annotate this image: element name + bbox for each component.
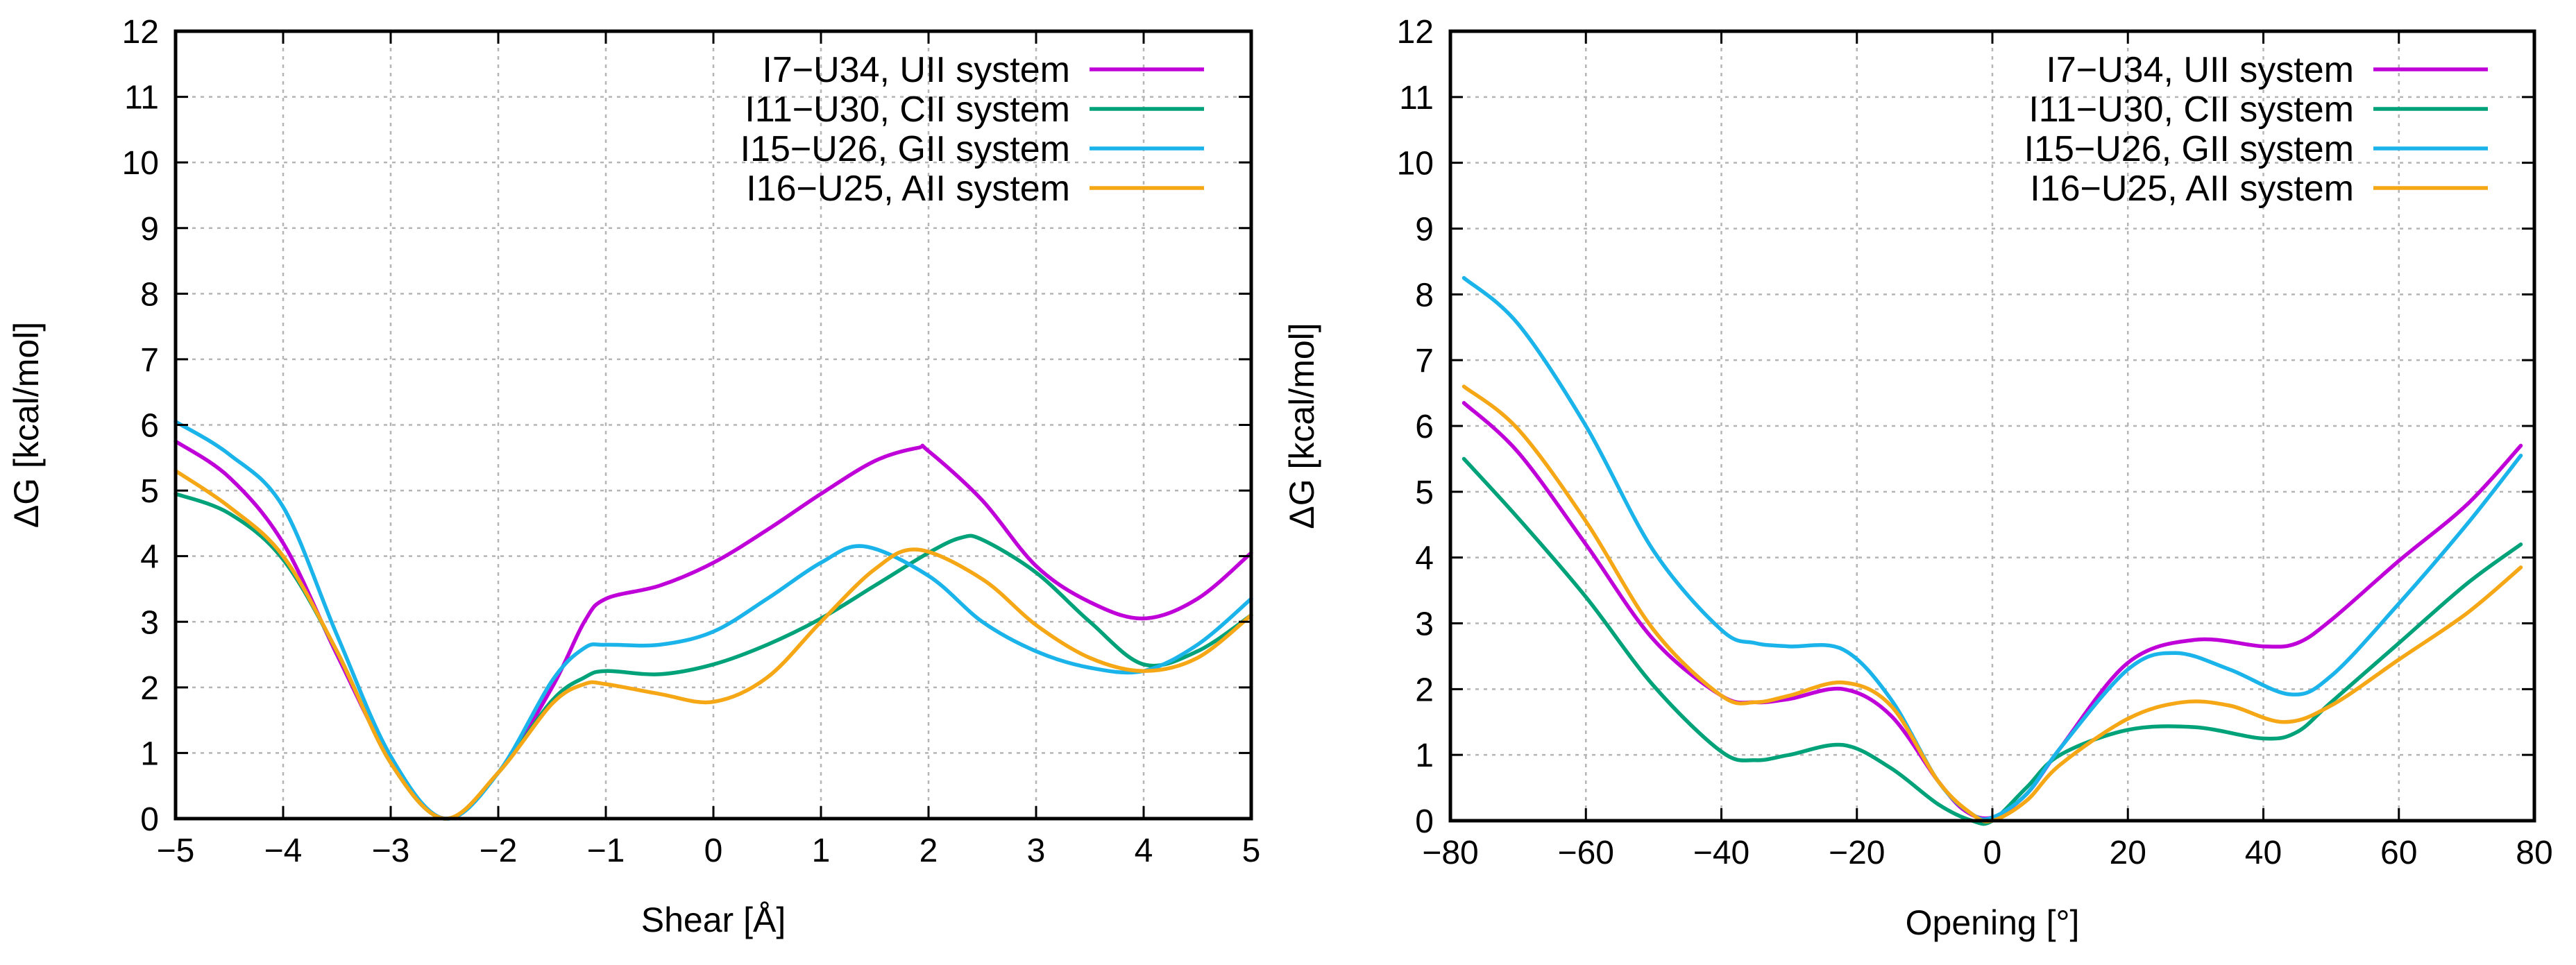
opening-y-tick-label: 12 (1397, 14, 1434, 51)
shear-x-tick-label: −2 (480, 832, 518, 869)
shear-x-tick-label: 3 (1027, 832, 1046, 869)
opening-legend-label: I11−U30, CII system (2028, 89, 2354, 130)
opening-y-tick-label: 9 (1415, 212, 1434, 248)
opening-x-tick-label: 20 (2110, 835, 2146, 871)
opening-y-tick-label: 3 (1415, 606, 1434, 643)
shear-legend-label: I7−U34, UII system (762, 50, 1070, 90)
shear-x-tick-label: −4 (264, 832, 303, 869)
opening-y-tick-label: 2 (1415, 672, 1434, 708)
shear-series-line-3 (173, 420, 1253, 821)
opening-x-tick-label: 60 (2380, 835, 2417, 871)
shear-y-tick-label: 11 (124, 80, 159, 117)
opening-legend-label: I16−U25, AII system (2030, 169, 2354, 209)
opening-x-tick-labels: −80 −60 −40 −20 0 20 40 60 80 (1422, 835, 2552, 871)
shear-legend-label: I15−U26, GII system (740, 129, 1070, 169)
shear-x-tick-label: 5 (1242, 832, 1261, 869)
shear-legend-label: I16−U25, AII system (746, 169, 1070, 209)
opening-grid (1450, 31, 2534, 821)
opening-y-tick-label: 11 (1399, 80, 1434, 117)
shear-y-tick-label: 9 (140, 211, 159, 248)
shear-y-tick-label: 8 (140, 276, 159, 313)
shear-y-tick-label: 2 (140, 670, 159, 707)
opening-y-tick-label: 7 (1415, 343, 1434, 379)
shear-y-tick-label: 3 (140, 604, 159, 641)
opening-x-tick-label: 80 (2516, 835, 2552, 871)
opening-legend-label: I7−U34, UII system (2046, 50, 2354, 90)
shear-y-tick-label: 6 (140, 408, 159, 445)
shear-x-tick-label: 2 (920, 832, 938, 869)
shear-legend-label: I11−U30, CII system (745, 89, 1070, 130)
shear-x-tick-label: 1 (812, 832, 831, 869)
shear-y-tick-label: 1 (140, 735, 159, 772)
shear-series-lines (173, 420, 1253, 821)
opening-y-tick-label: 0 (1415, 803, 1434, 840)
opening-tick-marks (1449, 30, 2536, 822)
shear-y-tick-label: 4 (140, 539, 159, 576)
opening-x-tick-label: −60 (1558, 835, 1614, 871)
shear-x-tick-label: 0 (704, 832, 723, 869)
opening-series-line-4 (1461, 384, 2523, 823)
opening-x-tick-label: −80 (1422, 835, 1478, 871)
shear-series-line-4 (173, 468, 1253, 821)
opening-x-tick-label: −20 (1829, 835, 1885, 871)
shear-x-tick-labels: −5 −4 −3 −2 −1 0 1 2 3 4 5 (157, 832, 1261, 869)
opening-y-tick-label: 1 (1415, 737, 1434, 774)
opening-y-tick-label: 5 (1415, 475, 1434, 511)
opening-series-lines (1461, 275, 2523, 826)
opening-y-tick-label: 10 (1397, 146, 1434, 182)
shear-y-tick-label: 7 (140, 342, 159, 379)
opening-x-axis-label: Opening [°] (1906, 903, 2080, 942)
shear-x-axis-label: Shear [Å] (641, 900, 786, 939)
shear-grid (176, 31, 1251, 819)
shear-y-tick-label: 0 (140, 801, 159, 838)
opening-y-axis-label: ΔG [kcal/mol] (1282, 323, 1321, 529)
shear-x-tick-label: −3 (372, 832, 410, 869)
shear-y-tick-label: 10 (122, 145, 159, 182)
opening-x-tick-label: −40 (1693, 835, 1749, 871)
shear-x-tick-label: −5 (157, 832, 195, 869)
opening-y-tick-label: 6 (1415, 409, 1434, 445)
opening-y-tick-label: 4 (1415, 540, 1434, 577)
opening-x-tick-label: 0 (1983, 835, 2002, 871)
shear-tick-marks (174, 30, 1253, 820)
opening-x-tick-label: 40 (2245, 835, 2282, 871)
shear-y-tick-label: 12 (122, 14, 159, 51)
opening-legend-label: I15−U26, GII system (2024, 129, 2354, 169)
shear-y-tick-label: 5 (140, 473, 159, 510)
shear-x-tick-label: 4 (1135, 832, 1153, 869)
opening-y-tick-label: 8 (1415, 277, 1434, 314)
shear-x-tick-label: −1 (587, 832, 625, 869)
shear-y-axis-label: ΔG [kcal/mol] (7, 322, 46, 528)
